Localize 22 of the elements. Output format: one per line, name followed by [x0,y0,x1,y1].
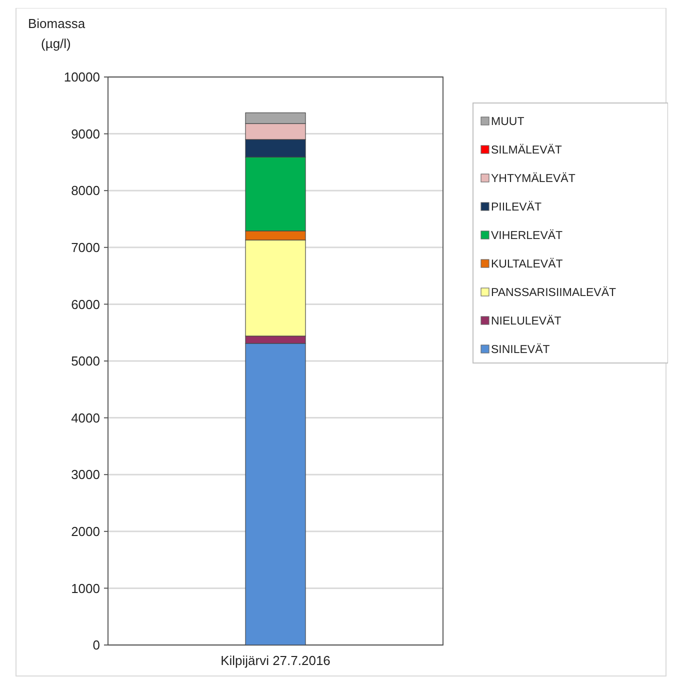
legend-label: SILMÄLEVÄT [491,144,562,157]
y-tick-label: 1000 [71,580,100,596]
y-tick-label: 5000 [71,354,100,369]
legend-label: MUUT [491,116,524,128]
y-tick-label: 0 [92,638,100,653]
legend-label: PIILEVÄT [491,200,542,214]
x-tick-label: Kilpijärvi 27.7.2016 [220,653,330,668]
y-tick-label: 4000 [71,410,100,426]
y-axis-title: Biomassa (µg/l) [28,16,86,51]
legend-label: SINILEVÄT [491,343,550,356]
y-tick-label: 6000 [71,296,100,312]
y-tick-label: 7000 [71,240,100,255]
y-tick-label: 8000 [71,183,100,198]
legend-label: NIELULEVÄT [491,314,562,328]
y-tick-label: 10000 [64,70,100,85]
y-tick-label: 3000 [71,467,100,482]
legend-label: YHTYMÄLEVÄT [491,172,576,186]
legend-label: VIHERLEVÄT [491,229,563,242]
legend-label: KULTALEVÄT [491,258,563,271]
y-tick-label: 2000 [71,524,100,539]
legend-label: PANSSARISIIMALEVÄT [491,286,616,300]
y-tick-label: 9000 [71,126,100,142]
